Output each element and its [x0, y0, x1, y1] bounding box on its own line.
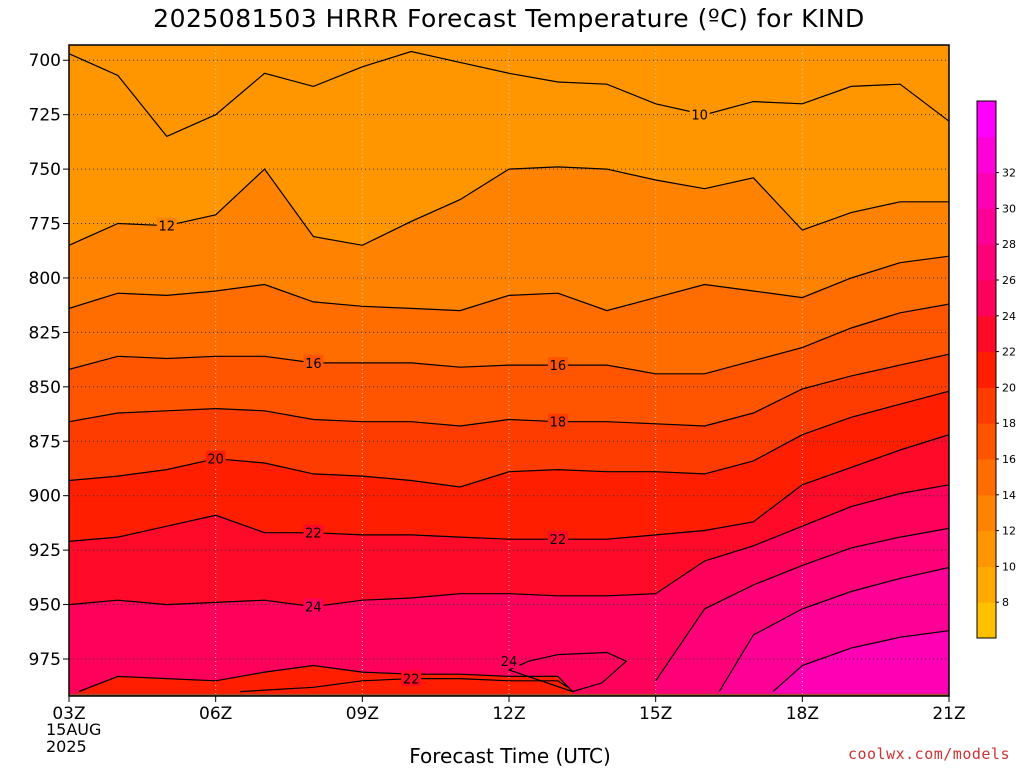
contour-label-bg — [547, 357, 568, 373]
colorbar: 8 10 12 14 16 18 20 22 24 26 28 30 32 — [976, 100, 1016, 639]
y-tick-label: 950 — [29, 596, 61, 616]
band-22-pocket — [78, 665, 573, 696]
isotherm-10 — [69, 50, 949, 138]
contour-label: 10 — [691, 109, 708, 124]
contour-label-bg — [303, 354, 324, 370]
contour-label: 24 — [501, 655, 518, 670]
colorbar-swatch — [977, 244, 996, 281]
x-tick-label: 21Z — [932, 704, 965, 724]
isotherm-18 — [69, 353, 949, 427]
contour-label: 12 — [159, 220, 176, 235]
x-axis-label: Forecast Time (UTC) — [409, 744, 611, 768]
axes: 700 725 750 775 800 825 850 875 900 925 950 975 03Z 0… — [29, 44, 966, 724]
temperature-fill — [69, 45, 949, 696]
band-above-30 — [773, 630, 949, 696]
contour-label-bg — [499, 653, 519, 669]
colorbar-label: 32 — [1002, 167, 1016, 180]
colorbar-swatch — [977, 101, 996, 138]
ground-surface — [69, 693, 949, 696]
isotherm-22 — [78, 664, 574, 693]
colorbar-label: 28 — [1002, 238, 1016, 251]
contour-label: 22 — [305, 527, 322, 542]
colorbar-swatch — [977, 280, 996, 317]
colorbar-label: 26 — [1002, 274, 1016, 287]
y-tick-label: 750 — [29, 160, 61, 180]
colorbar-swatch — [977, 172, 996, 209]
date-label-day: 15AUG — [46, 720, 102, 739]
colorbar-label: 22 — [1002, 346, 1016, 359]
isotherm-24 — [69, 484, 949, 608]
isotherm-28 — [718, 566, 949, 692]
isotherm-24 — [507, 651, 628, 693]
contour-label: 22 — [550, 533, 567, 548]
colorbar-label: 14 — [1002, 489, 1016, 502]
y-tick-label: 925 — [29, 541, 61, 561]
band-24-pocket — [509, 652, 627, 692]
chart-title: 2025081503 HRRR Forecast Temperature (ºC… — [153, 4, 865, 33]
x-tick-label: 09Z — [346, 704, 379, 724]
x-tick-label: 12Z — [492, 704, 525, 724]
isotherm-26 — [655, 527, 949, 682]
colorbar-frame — [976, 100, 997, 639]
colorbar-swatch — [977, 387, 996, 424]
colorbar-label: 24 — [1002, 310, 1016, 323]
colorbar-label: 10 — [1002, 560, 1016, 573]
isotherm-12 — [69, 166, 949, 246]
colorbar-label: 16 — [1002, 453, 1016, 466]
isotherm-14 — [69, 255, 949, 312]
y-tick-label: 850 — [29, 378, 61, 398]
isotherm-contours: 10 12 16 16 18 20 22 22 24 24 22 — [69, 50, 949, 693]
colorbar-swatch — [977, 351, 996, 388]
colorbar-swatch — [977, 315, 996, 353]
isotherm-30 — [772, 630, 949, 693]
colorbar-swatch — [977, 459, 996, 496]
watermark: coolwx.com/models — [847, 745, 1010, 763]
y-tick-label: 900 — [29, 487, 61, 507]
y-tick-label: 975 — [29, 650, 61, 670]
colorbar-swatch — [977, 136, 996, 174]
contour-label: 22 — [403, 673, 420, 688]
contour-label-bg — [689, 106, 710, 122]
colorbar-label: 18 — [1002, 417, 1016, 430]
colorbar-swatch — [977, 208, 996, 245]
contour-label: 16 — [550, 359, 567, 374]
contour-label: 16 — [305, 357, 322, 372]
colorbar-swatch — [977, 602, 996, 639]
colorbar-swatch — [977, 566, 996, 603]
y-tick-label: 725 — [29, 106, 61, 126]
y-tick-label: 775 — [29, 215, 61, 235]
x-tick-label: 18Z — [786, 704, 819, 724]
colorbar-label: 20 — [1002, 381, 1016, 394]
x-tick-label: 03Z — [52, 704, 85, 724]
contour-label-bg — [303, 598, 324, 614]
colorbar-swatch — [977, 423, 996, 460]
contour-label-bg — [547, 531, 568, 547]
contour-label: 24 — [305, 601, 322, 616]
x-tick-label: 06Z — [199, 704, 232, 724]
contour-label: 20 — [207, 453, 224, 468]
contour-label-bg — [205, 450, 226, 466]
colorbar-swatch — [977, 530, 996, 567]
x-tick-label: 15Z — [639, 704, 672, 724]
contour-label: 18 — [550, 416, 567, 431]
colorbar-label: 12 — [1002, 525, 1016, 538]
isotherm-22 — [69, 434, 949, 542]
date-label-year: 2025 — [46, 737, 87, 756]
date-label: 15AUG 2025 — [46, 721, 101, 755]
colorbar-label: 30 — [1002, 202, 1016, 215]
ground — [69, 693, 949, 696]
y-tick-label: 700 — [29, 51, 61, 71]
y-tick-label: 875 — [29, 432, 61, 452]
contour-label-bg — [547, 413, 568, 429]
contour-label-bg — [156, 217, 177, 233]
colorbar-swatch — [977, 494, 996, 532]
contour-label-bg — [303, 524, 324, 540]
isotherm-16 — [69, 303, 949, 375]
contour-label-bg — [401, 670, 422, 686]
y-tick-label: 825 — [29, 323, 61, 343]
y-tick-label: 800 — [29, 269, 61, 289]
isotherm-22 — [240, 678, 569, 693]
colorbar-label: 8 — [1002, 596, 1009, 609]
